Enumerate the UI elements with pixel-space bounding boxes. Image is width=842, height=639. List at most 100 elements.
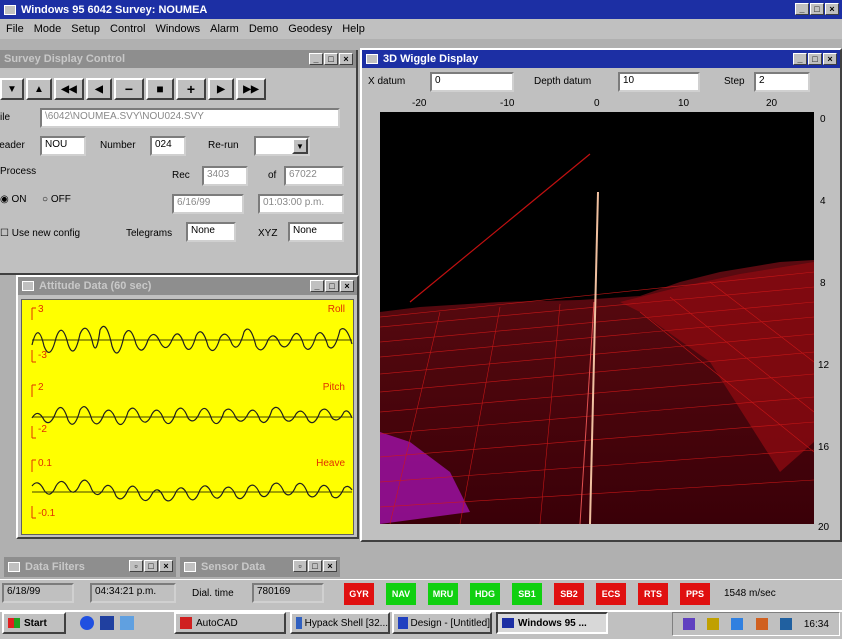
attitude-plot: 3 Roll -3 2 Pitch -2 0.1 Heave -0.1	[21, 299, 354, 535]
wiggle-plot-svg	[380, 153, 814, 524]
step-label: Step	[724, 76, 745, 87]
use-new-config-label: Use new config	[11, 228, 81, 239]
menu-control[interactable]: Control	[110, 23, 146, 35]
attitude-titlebar[interactable]: Attitude Data (60 sec) _ □ ×	[18, 277, 357, 295]
down-arrow-button[interactable]: ▼	[0, 78, 24, 100]
heave-label: Heave	[316, 458, 345, 469]
data-filters-title: Data Filters	[25, 561, 85, 573]
task-autocad[interactable]: AutoCAD	[174, 612, 286, 634]
xdatum-field[interactable]: 0	[430, 72, 514, 92]
stop-button[interactable]: ■	[146, 78, 174, 100]
tray-clock[interactable]: 16:34	[803, 618, 829, 630]
task-hypack[interactable]: Hypack Shell [32...	[290, 612, 390, 634]
survey-window: Survey Display Control _ □ × ▼ ▲ ◀◀ ◀ − …	[0, 50, 358, 275]
close-icon[interactable]: ×	[339, 53, 353, 65]
wiggle-window: 3D Wiggle Display _ □ × X datum 0 Depth …	[360, 48, 842, 542]
dialtime-field: 780169	[252, 583, 324, 603]
telegrams-field[interactable]: None	[186, 222, 236, 242]
right-tick-1: 4	[820, 196, 826, 207]
rerun-select[interactable]: ▼	[254, 136, 310, 156]
hypack-icon	[296, 617, 302, 629]
right-tick-0: 0	[820, 114, 826, 125]
step-back-button[interactable]: ◀	[86, 78, 112, 100]
quicklaunch-ie-icon[interactable]	[80, 616, 94, 630]
tray-icon-1[interactable]	[683, 618, 696, 630]
file-path-field[interactable]: \6042\NOUMEA.SVY\NOU024.SVY	[40, 108, 340, 128]
maximize-icon[interactable]: □	[325, 280, 339, 292]
window-icon	[502, 618, 514, 628]
maximize-icon[interactable]: □	[308, 560, 322, 572]
time-field: 01:03:00 p.m.	[258, 194, 344, 214]
close-icon[interactable]: ×	[323, 560, 337, 572]
tray-icon-4[interactable]	[755, 618, 768, 630]
survey-titlebar[interactable]: Survey Display Control _ □ ×	[0, 50, 356, 68]
use-new-config-checkbox[interactable]: ☐ Use new config	[0, 228, 81, 239]
fast-rewind-button[interactable]: ◀◀	[54, 78, 84, 100]
window-icon	[22, 281, 34, 291]
start-label: Start	[24, 617, 47, 629]
task-windows95[interactable]: Windows 95 ...	[496, 612, 608, 634]
sensor-data-minimized[interactable]: Sensor Data ▫ □ ×	[180, 557, 340, 577]
wiggle-plot	[380, 112, 814, 524]
number-label: Number	[100, 140, 136, 151]
xyz-field[interactable]: None	[288, 222, 344, 242]
led-gyr: GYR	[344, 583, 374, 605]
task-windows95-label: Windows 95 ...	[518, 617, 587, 629]
start-button[interactable]: Start	[2, 612, 66, 634]
minimize-icon[interactable]: _	[309, 53, 323, 65]
menu-demo[interactable]: Demo	[248, 23, 279, 35]
chevron-down-icon[interactable]: ▼	[292, 138, 308, 154]
menu-setup[interactable]: Setup	[71, 23, 101, 35]
wiggle-titlebar[interactable]: 3D Wiggle Display _ □ ×	[362, 50, 840, 68]
menu-help[interactable]: Help	[342, 23, 365, 35]
tray-icon-5[interactable]	[779, 618, 792, 630]
header-field[interactable]: NOU	[40, 136, 86, 156]
plus-button[interactable]: +	[176, 78, 206, 100]
minimize-icon[interactable]: _	[793, 53, 807, 65]
fast-forward-button[interactable]: ▶▶	[236, 78, 266, 100]
right-tick-4: 16	[818, 442, 830, 453]
close-icon[interactable]: ×	[340, 280, 354, 292]
task-design[interactable]: Design - [Untitled]	[392, 612, 492, 634]
tray-icon-2[interactable]	[707, 618, 720, 630]
quicklaunch-channels-icon[interactable]	[120, 616, 134, 630]
top-tick-3: 10	[678, 98, 690, 109]
quicklaunch-desktop-icon[interactable]	[100, 616, 114, 630]
step-field[interactable]: 2	[754, 72, 810, 92]
close-icon[interactable]: ×	[159, 560, 173, 572]
menu-file[interactable]: File	[6, 23, 24, 35]
pitch-max: 2	[38, 382, 44, 393]
process-on-radio[interactable]: ◉ ON	[0, 194, 27, 205]
play-button[interactable]: ▶	[208, 78, 234, 100]
restore-icon[interactable]: ▫	[129, 560, 143, 572]
maximize-icon[interactable]: □	[808, 53, 822, 65]
maximize-icon[interactable]: □	[144, 560, 158, 572]
data-filters-minimized[interactable]: Data Filters ▫ □ ×	[4, 557, 176, 577]
depth-datum-field[interactable]: 10	[618, 72, 700, 92]
menu-windows[interactable]: Windows	[155, 23, 201, 35]
app-titlebar[interactable]: Windows 95 6042 Survey: NOUMEA _ □ ×	[0, 0, 842, 19]
transport-bar: ▼ ▲ ◀◀ ◀ − ■ + ▶ ▶▶	[0, 78, 266, 100]
survey-title: Survey Display Control	[4, 53, 126, 65]
menu-alarm[interactable]: Alarm	[210, 23, 239, 35]
maximize-icon[interactable]: □	[324, 53, 338, 65]
system-tray: 16:34	[672, 612, 840, 636]
maximize-icon[interactable]: □	[810, 3, 824, 15]
close-icon[interactable]: ×	[823, 53, 837, 65]
menu-mode[interactable]: Mode	[33, 23, 62, 35]
process-label: Process	[0, 166, 37, 177]
restore-icon[interactable]: ▫	[293, 560, 307, 572]
number-field[interactable]: 024	[150, 136, 186, 156]
minimize-icon[interactable]: _	[795, 3, 809, 15]
menu-geodesy[interactable]: Geodesy	[288, 23, 333, 35]
autocad-icon	[180, 617, 192, 629]
of-label: of	[268, 170, 277, 181]
minus-button[interactable]: −	[114, 78, 144, 100]
rerun-label: Re-run	[208, 140, 239, 151]
up-arrow-button[interactable]: ▲	[26, 78, 52, 100]
process-off-radio[interactable]: ○ OFF	[42, 194, 71, 205]
tray-icon-3[interactable]	[731, 618, 744, 630]
attitude-title: Attitude Data (60 sec)	[39, 280, 152, 292]
minimize-icon[interactable]: _	[310, 280, 324, 292]
close-icon[interactable]: ×	[825, 3, 839, 15]
